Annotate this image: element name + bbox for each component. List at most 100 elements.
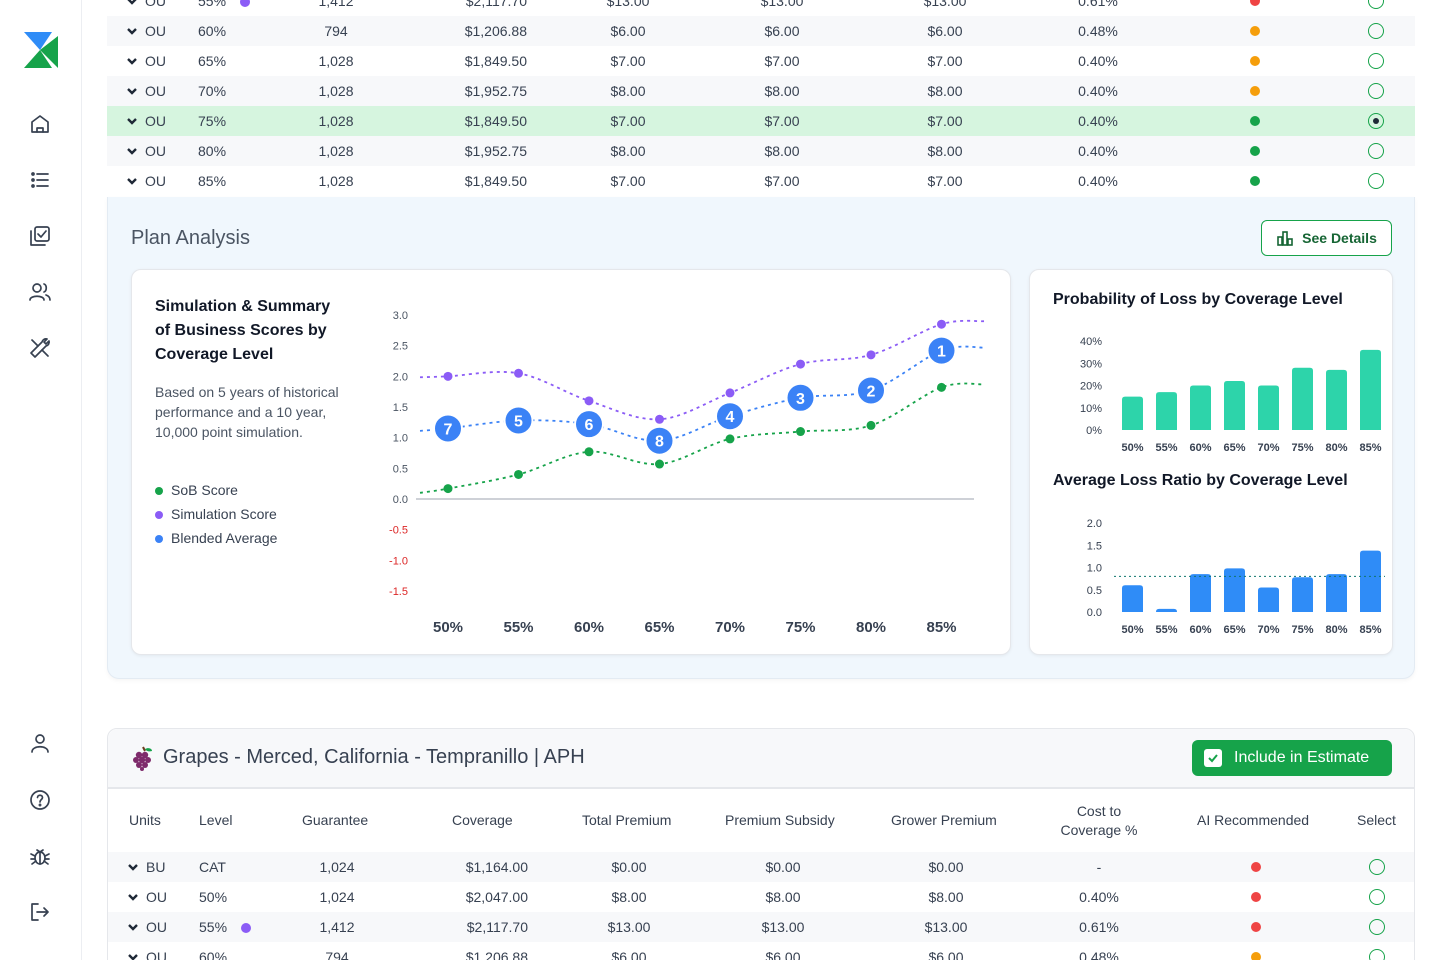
ai-recommended-dot [1250, 176, 1260, 186]
select-radio[interactable] [1369, 949, 1385, 960]
unit-cell: OU [146, 949, 167, 960]
table-row[interactable]: OU 55% 1,412 $2,117.70 $13.00 $13.00 $13.00 0.6… [107, 0, 1415, 16]
table-row[interactable]: OU 85% 1,028 $1,849.50 $7.00 $7.00 $7.00 0.40% [107, 166, 1415, 196]
chevron-down-icon[interactable] [128, 942, 138, 960]
chevron-down-icon[interactable] [128, 882, 138, 912]
table-row[interactable]: OU 55% 1,412 $2,117.70 $13.00 $13.00 $13.00 0.6… [108, 912, 1414, 942]
level-cell: 60% [198, 23, 227, 39]
logo-icon[interactable] [22, 30, 60, 70]
help-icon[interactable] [26, 786, 54, 814]
cost-to-coverage-cell: 0.40% [1078, 83, 1118, 99]
grower-premium-cell: $7.00 [927, 173, 963, 189]
premium-subsidy-cell: $7.00 [764, 173, 800, 189]
chevron-down-icon[interactable] [128, 852, 138, 882]
bar [1360, 550, 1381, 612]
rank-badge: 5 [503, 405, 534, 436]
profile-icon[interactable] [26, 729, 54, 757]
chevron-down-icon[interactable] [127, 106, 137, 136]
rank-badge: 6 [574, 409, 604, 440]
home-icon[interactable] [26, 110, 54, 138]
unit-cell: OU [145, 83, 166, 99]
header-cost-to-coverage-line1: Cost to [1076, 803, 1122, 819]
plan-title: Plan Analysis [131, 227, 250, 249]
table-row[interactable]: OU 75% 1,028 $1,849.50 $7.00 $7.00 $7.00 0.40% [107, 106, 1415, 136]
bar [1258, 587, 1279, 612]
unit-cell: OU [145, 0, 166, 9]
data-point [655, 459, 664, 469]
chevron-down-icon[interactable] [127, 76, 137, 106]
chevron-down-icon[interactable] [127, 46, 137, 76]
y-tick-label: 2.0 [393, 371, 408, 383]
unit-cell: OU [145, 173, 166, 189]
ai-recommended-dot [1250, 116, 1260, 126]
table-row[interactable]: OU 50% 1,024 $2,047.00 $8.00 $8.00 $8.00 0.40% [108, 882, 1414, 912]
grapes-header: Grapes - Merced, California - Tempranill… [108, 729, 1414, 789]
bug-icon[interactable] [26, 842, 54, 870]
checkbox-icon[interactable] [1204, 749, 1222, 767]
data-point [655, 414, 664, 424]
tools-icon[interactable] [26, 334, 54, 362]
ai-recommended-dot [1251, 952, 1261, 960]
data-point [584, 447, 594, 457]
table-row[interactable]: OU 80% 1,028 $1,952.75 $8.00 $8.00 $8.00 0.40% [107, 136, 1415, 166]
see-details-button[interactable]: See Details [1261, 220, 1392, 256]
table-row[interactable]: OU 60% 794 $1,206.88 $6.00 $6.00 $6.00 0.48% [108, 942, 1414, 960]
select-radio[interactable] [1369, 889, 1385, 905]
bar-chart-icon [1277, 231, 1293, 246]
guarantee-cell: 1,028 [318, 173, 354, 189]
chevron-down-icon[interactable] [127, 0, 137, 16]
bar [1122, 585, 1143, 612]
y-tick-label: -1.5 [389, 586, 408, 598]
premium-subsidy-cell: $6.00 [764, 23, 800, 39]
coverage-cell: $2,047.00 [465, 889, 528, 905]
select-radio[interactable] [1369, 859, 1385, 875]
table-row[interactable]: BU CAT 1,024 $1,164.00 $0.00 $0.00 $0.00 - [108, 852, 1414, 882]
x-tick-label: 75% [1291, 442, 1313, 454]
header-ai-recommended: AI Recommended [1197, 812, 1310, 828]
select-radio[interactable] [1368, 23, 1384, 39]
select-radio[interactable] [1368, 0, 1384, 9]
guarantee-cell: 1,028 [318, 53, 354, 69]
table-row[interactable]: OU 60% 794 $1,206.88 $6.00 $6.00 $6.00 0.48% [107, 16, 1415, 46]
chevron-down-icon[interactable] [127, 136, 137, 166]
select-radio[interactable] [1369, 919, 1385, 935]
list-icon[interactable] [26, 166, 54, 194]
select-radio[interactable] [1368, 113, 1384, 129]
logout-icon[interactable] [26, 898, 54, 926]
checklist-icon[interactable] [26, 222, 54, 250]
chevron-down-icon[interactable] [127, 16, 137, 46]
coverage-cell: $1,164.00 [465, 859, 528, 875]
bar [1326, 369, 1347, 430]
total-premium-cell: $7.00 [610, 113, 646, 129]
cost-to-coverage-cell: - [1096, 859, 1102, 875]
legend-dot [155, 487, 163, 495]
level-cell: 55% [198, 0, 227, 9]
x-tick-label: 70% [1257, 624, 1279, 636]
select-radio[interactable] [1368, 83, 1384, 99]
cost-to-coverage-cell: 0.40% [1079, 889, 1119, 905]
coverage-cell: $1,952.75 [464, 83, 527, 99]
grapes-section: Grapes - Merced, California - Tempranill… [107, 728, 1415, 960]
chevron-down-icon[interactable] [128, 912, 138, 942]
level-cell: 55% [199, 919, 228, 935]
users-icon[interactable] [26, 278, 54, 306]
table-row[interactable]: OU 70% 1,028 $1,952.75 $8.00 $8.00 $8.00 0.40% [107, 76, 1415, 106]
guarantee-cell: 1,028 [318, 113, 354, 129]
cost-to-coverage-cell: 0.40% [1078, 173, 1118, 189]
chevron-down-icon[interactable] [127, 166, 137, 196]
bar [1122, 396, 1143, 430]
level-cell: CAT [199, 859, 226, 875]
select-radio[interactable] [1368, 143, 1384, 159]
include-label: Include in Estimate [1234, 749, 1370, 766]
level-cell: 70% [198, 83, 227, 99]
include-in-estimate-button[interactable]: Include in Estimate [1192, 740, 1392, 776]
total-premium-cell: $6.00 [610, 23, 646, 39]
table-row[interactable]: OU 65% 1,028 $1,849.50 $7.00 $7.00 $7.00 0.40% [107, 46, 1415, 76]
rank-badge: 8 [644, 425, 675, 456]
x-tick-label: 50% [433, 619, 463, 636]
select-radio[interactable] [1368, 53, 1384, 69]
bar [1258, 385, 1279, 430]
rank-badge: 2 [856, 375, 886, 406]
select-radio[interactable] [1368, 173, 1384, 189]
simulation-marker-dot [240, 0, 250, 7]
